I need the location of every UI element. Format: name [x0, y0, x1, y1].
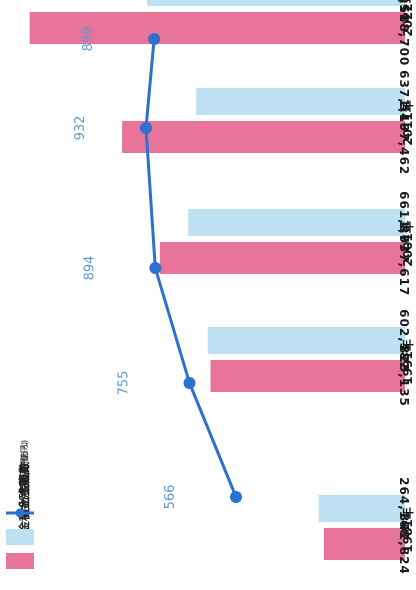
member-value-label: 894	[82, 256, 97, 281]
year-label: 2001年	[400, 221, 415, 266]
loan-value-label: 661,877	[397, 191, 411, 253]
legend-members-marker	[15, 508, 25, 518]
deposit-bar	[159, 242, 405, 274]
deposit-value-label: 1,037,617	[397, 220, 411, 297]
member-point	[230, 491, 242, 503]
loan-value-label: 788,011	[397, 0, 411, 23]
deposit-bar	[324, 528, 405, 560]
loan-bar	[207, 327, 405, 354]
legend-loan-swatch	[6, 529, 34, 545]
member-value-label: 932	[73, 116, 88, 141]
loan-bar	[146, 0, 405, 6]
legend-deposit-swatch	[6, 553, 34, 569]
legend-members-label: 会員数(万人)	[17, 440, 31, 495]
legend-deposit-label: 預金積金残高(億円)	[17, 455, 31, 543]
member-line-group: 566 755 894 932 899	[73, 27, 242, 510]
loan-value-label: 602,582	[397, 309, 411, 371]
year-label: 1991年	[400, 339, 415, 384]
year-label: 1981年	[400, 507, 415, 552]
deposit-bar	[210, 360, 405, 392]
member-value-label: 899	[81, 27, 96, 52]
member-value-label: 566	[163, 485, 178, 510]
deposit-value-label: 342,824	[397, 513, 411, 575]
year-label: 2011年	[400, 100, 415, 145]
member-point	[183, 377, 196, 389]
member-point	[140, 122, 152, 134]
legend-loan-label: 貸出金残高(億円)	[17, 442, 31, 520]
loan-bar	[196, 88, 405, 115]
member-value-label: 755	[117, 371, 132, 396]
bar-group	[29, 0, 406, 560]
year-labels: 1981年 1991年 2001年 2011年 2022年	[400, 0, 415, 553]
year-label: 2022年	[400, 0, 415, 37]
loan-bar	[188, 209, 405, 236]
member-point	[149, 262, 162, 274]
loan-bar	[318, 495, 405, 522]
loan-value-label: 264,168	[397, 477, 411, 539]
deposit-value-label: 1,197,462	[397, 99, 411, 176]
deposit-value-label: 1,588,700	[397, 0, 411, 66]
deposit-value-label: 823,135	[397, 345, 411, 407]
deposit-bar	[29, 12, 406, 44]
deposit-bar	[122, 121, 405, 153]
member-point	[148, 33, 161, 45]
loan-value-label: 637,546	[397, 70, 411, 132]
legend: 預金積金残高(億円)貸出金残高(億円)会員数(万人)	[6, 440, 34, 569]
